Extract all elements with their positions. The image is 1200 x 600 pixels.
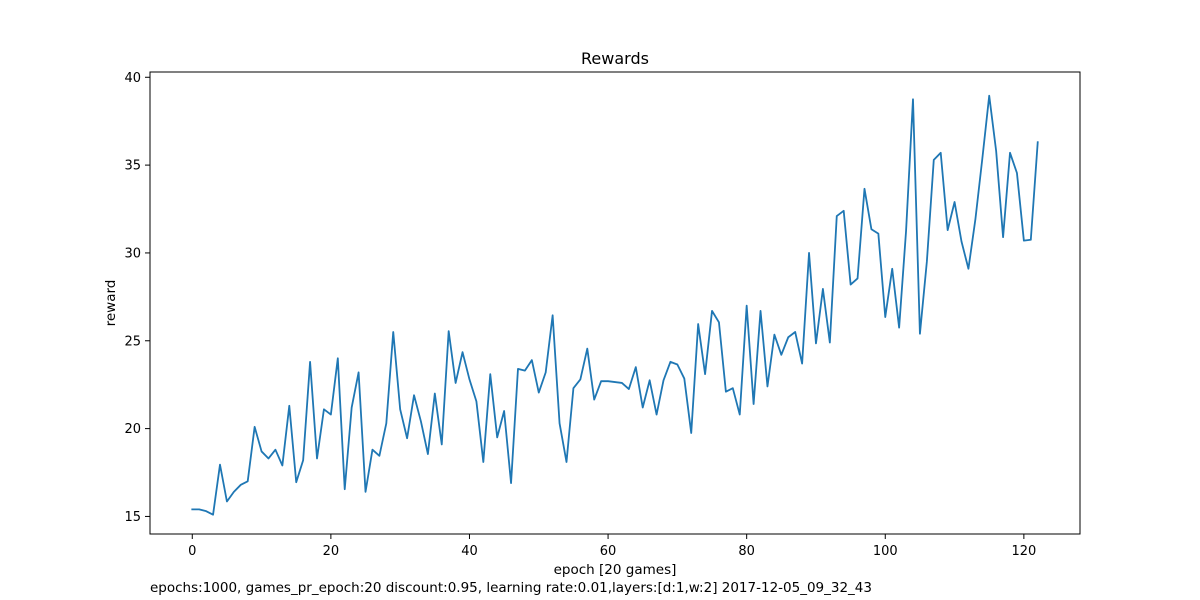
chart-title: Rewards [581,49,649,68]
plot-area-frame [149,71,1081,535]
y-tick-label: 15 [124,510,141,525]
x-tick-label: 60 [600,544,617,559]
y-tick-label: 35 [124,159,141,174]
y-tick-label: 40 [124,71,141,86]
x-tick-label: 80 [738,544,755,559]
reward-series-line [191,94,1039,516]
x-axis-label: epoch [20 games] [554,562,677,578]
x-axis-ticks: 0 20 40 60 80 100 120 [188,534,1036,559]
y-tick-label: 25 [124,334,141,349]
x-tick-label: 100 [873,544,898,559]
y-axis-label: reward [103,280,119,327]
x-tick-label: 120 [1011,544,1036,559]
y-tick-label: 30 [124,246,141,261]
x-tick-label: 20 [323,544,340,559]
x-tick-label: 0 [188,544,196,559]
y-tick-label: 20 [124,422,141,437]
x-tick-label: 40 [461,544,478,559]
run-parameters-note: epochs:1000, games_pr_epoch:20 discount:… [150,580,872,596]
y-axis-ticks: 15 20 25 30 35 40 [124,71,150,525]
